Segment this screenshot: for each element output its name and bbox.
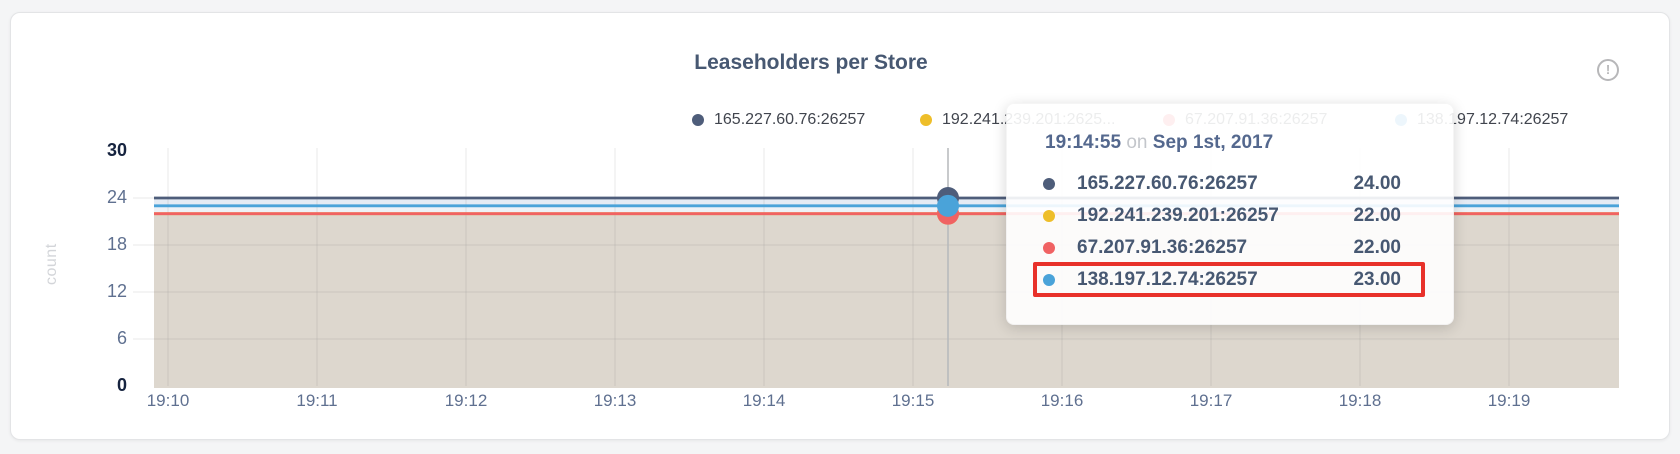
x-tick-label: 19:12 [444,391,488,410]
info-icon[interactable]: ! [1597,59,1619,81]
x-tick-label: 19:14 [742,391,786,410]
hover-tooltip: 19:14:55 on Sep 1st, 2017 165.227.60.76:… [1006,103,1454,325]
tooltip-series-dot [1043,178,1055,190]
tooltip-series-value: 22.00 [1353,205,1401,226]
tooltip-series-name: 192.241.239.201:26257 [1077,205,1279,226]
x-tick-label: 19:13 [593,391,637,410]
tooltip-time: 19:14:55 [1045,132,1122,153]
tooltip-series-name: 67.207.91.36:26257 [1077,237,1248,258]
tooltip-series-name: 165.227.60.76:26257 [1077,173,1258,194]
x-tick-label: 19:15 [891,391,935,410]
x-tick-label: 19:18 [1338,391,1382,410]
y-tick-label: 30 [106,140,127,160]
x-tick-label: 19:19 [1487,391,1531,410]
tooltip-series-value: 23.00 [1353,269,1401,290]
tooltip-row: 192.241.239.201:26257 22.00 [1007,200,1453,232]
chart-card: Leaseholders per Store ! count 165.227.6… [10,12,1670,440]
tooltip-date: Sep 1st, 2017 [1152,132,1274,153]
chart-title: Leaseholders per Store [694,51,928,74]
y-tick-label: 12 [106,281,127,301]
legend-item[interactable]: 165.227.60.76:26257 [692,109,865,131]
tooltip-series-value: 22.00 [1353,237,1401,258]
tooltip-series-dot [1043,242,1055,254]
tooltip-series-name: 138.197.12.74:26257 [1077,269,1258,290]
tooltip-conjunction: on [1126,132,1148,153]
y-tick-label: 24 [106,187,127,207]
legend-series-dot [920,114,932,126]
legend-series-label: 165.227.60.76:26257 [714,111,866,128]
x-tick-label: 19:16 [1040,391,1084,410]
tooltip-series-dot [1043,210,1055,222]
legend-series-label: 138.197.12.74:26257 [1417,111,1569,128]
tooltip-row: 138.197.12.74:26257 23.00 [1007,264,1453,296]
x-tick-label: 19:11 [296,391,338,410]
tooltip-rows: 165.227.60.76:26257 24.00 192.241.239.201:… [1007,168,1453,296]
x-tick-label: 19:10 [146,391,190,410]
y-tick-label: 0 [116,375,127,395]
tooltip-series-dot [1043,274,1055,286]
y-tick-label: 6 [116,328,127,348]
x-tick-label: 19:17 [1189,391,1233,410]
tooltip-row: 165.227.60.76:26257 24.00 [1007,168,1453,200]
tooltip-header: 19:14:55 on Sep 1st, 2017 [1045,132,1453,156]
hover-dot [937,194,959,217]
tooltip-row: 67.207.91.36:26257 22.00 [1007,232,1453,264]
y-tick-label: 18 [106,234,127,254]
tooltip-series-value: 24.00 [1353,173,1401,194]
legend-series-dot [692,114,704,126]
